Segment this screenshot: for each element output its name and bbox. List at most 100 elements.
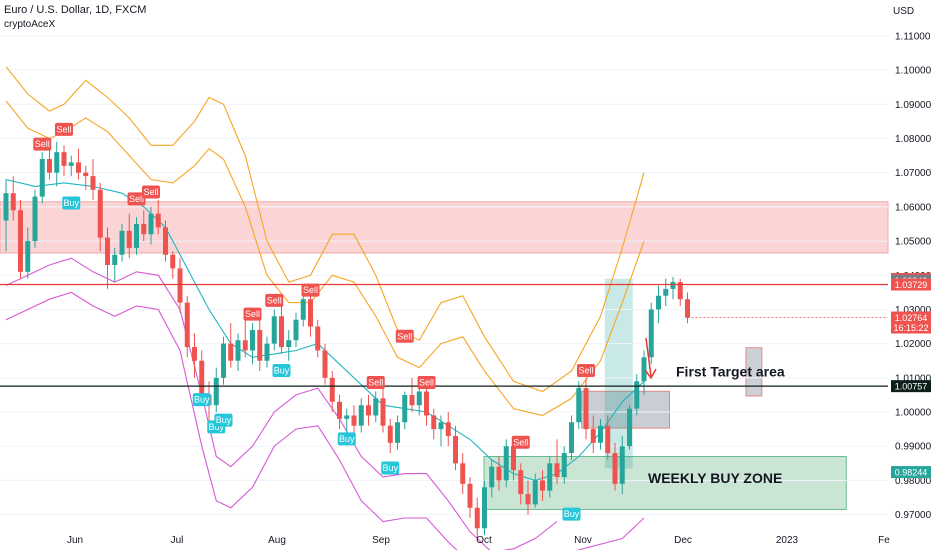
candle-body (221, 343, 226, 378)
candle-body (90, 176, 96, 190)
candle (126, 213, 132, 259)
candle-body (97, 189, 103, 238)
y-tick-label: 1.06000 (895, 202, 932, 213)
signal-label-bg (214, 413, 233, 427)
candle-body (293, 319, 299, 341)
candle-body (126, 230, 132, 248)
signal-label-bg (577, 364, 595, 377)
candle-body (10, 193, 16, 211)
candle-body (380, 398, 386, 426)
candle (547, 456, 553, 498)
candle-body (656, 295, 661, 310)
price-badge-value: 0.98244 (895, 468, 928, 478)
candle-body (228, 343, 234, 361)
candle (648, 302, 654, 365)
candle-body (358, 405, 364, 426)
price-badge: 1.03729 (891, 278, 931, 291)
candle (445, 412, 451, 447)
x-tick-label: Sep (372, 535, 390, 546)
candle-body (634, 381, 640, 409)
price-badge-bg (891, 311, 931, 334)
candle (155, 200, 161, 235)
candle-body (105, 237, 110, 265)
signal-label-bg (243, 307, 262, 321)
chart-author: cryptoAceX (4, 19, 56, 30)
candle-body (590, 429, 596, 443)
candle-body (242, 340, 248, 351)
candle-body (503, 446, 509, 481)
signal-label: Sell (397, 331, 412, 341)
candle-body (489, 466, 495, 488)
candle-body (213, 377, 219, 406)
candle (438, 415, 444, 447)
signal-label: Buy (339, 434, 355, 444)
candle-body (561, 453, 567, 477)
candle (286, 329, 292, 361)
grid-layer (0, 35, 888, 516)
candle-body (605, 425, 611, 454)
candle (322, 343, 328, 385)
candle (3, 179, 9, 252)
price-badge-bg (891, 278, 931, 291)
candle-body (387, 425, 393, 443)
candle (221, 336, 226, 385)
candle (235, 333, 241, 371)
candle (409, 377, 415, 413)
candle-body (518, 470, 524, 495)
candle-body (395, 422, 400, 443)
candle (10, 176, 16, 221)
x-axis: Jun Jul Aug Sep Oct Nov Dec 2023 Fe (67, 535, 890, 546)
candle-body (474, 507, 480, 529)
candle-body (344, 415, 350, 419)
y-tick-label: 1.07000 (895, 168, 932, 179)
price-badge: 0.98244 (891, 466, 931, 479)
candle-body (308, 299, 313, 327)
candle (170, 251, 176, 279)
candle-body (199, 360, 205, 395)
candle (380, 388, 386, 433)
candle-body (170, 254, 176, 269)
candle-body (61, 152, 67, 166)
candle (366, 394, 371, 426)
candle (467, 477, 473, 519)
candle-body (279, 316, 284, 348)
candle-body (39, 159, 45, 197)
candle-body (525, 494, 531, 505)
candle (90, 159, 96, 201)
price-badge-value: 1.02764 (895, 313, 928, 323)
candle (431, 408, 437, 440)
candle (489, 459, 495, 498)
down-arrow-head (644, 368, 657, 380)
candle (627, 405, 632, 450)
x-tick-label: Jun (67, 535, 83, 546)
y-axis: 1.11000 1.10000 1.09000 1.08000 1.07000 1.060… (895, 31, 932, 521)
candle-body (47, 159, 52, 173)
candle-body (532, 480, 538, 505)
candle-body (627, 408, 632, 447)
candle (634, 374, 640, 416)
candle (213, 367, 219, 413)
buy-signal: Buy (62, 196, 81, 210)
y-tick-label: 1.11000 (895, 31, 931, 42)
candle (525, 480, 531, 515)
candle-body (576, 388, 582, 423)
candle (141, 210, 147, 242)
candle-body (663, 288, 669, 296)
candle-body (496, 466, 502, 481)
sell-signal: Sell (511, 435, 530, 449)
signal-label-bg (142, 185, 160, 199)
candle-body (467, 483, 473, 508)
candle-body (3, 193, 9, 221)
magenta-lower-inner (5, 257, 558, 550)
signal-label: Sell (513, 437, 528, 447)
price-badge-timer: 16:15:22 (893, 323, 928, 333)
candle (351, 405, 357, 436)
signal-label: Buy (216, 415, 232, 425)
candle (257, 319, 263, 371)
candle (663, 278, 669, 307)
x-tick-label: Dec (674, 535, 692, 546)
candle (192, 333, 197, 378)
signal-label-bg (265, 293, 284, 307)
chart-title: Euro / U.S. Dollar, 1D, FXCM (4, 4, 147, 16)
